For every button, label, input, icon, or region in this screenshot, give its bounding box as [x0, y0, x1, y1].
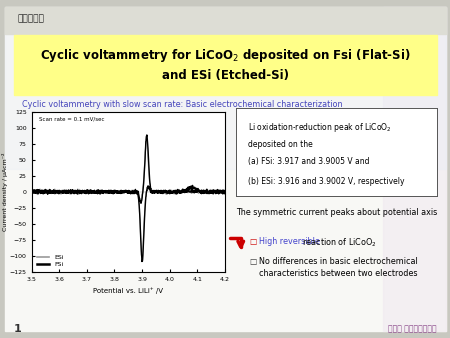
- Text: Cyclic voltammetry with slow scan rate: Basic electrochemical characterization: Cyclic voltammetry with slow scan rate: …: [22, 100, 343, 109]
- Bar: [4, 7, 446, 34]
- Bar: [4, 7, 446, 169]
- Y-axis label: Current density / μAcm⁻²: Current density / μAcm⁻²: [2, 152, 8, 231]
- Bar: [382, 7, 446, 331]
- Text: High reversible: High reversible: [259, 237, 320, 246]
- Text: reaction of LiCoO$_2$: reaction of LiCoO$_2$: [300, 237, 377, 249]
- Text: (b) ESi: 3.916 and 3.9002 V, respectively: (b) ESi: 3.916 and 3.9002 V, respectivel…: [248, 177, 405, 186]
- Text: Cyclic voltammetry for LiCoO$_2$ deposited on Fsi (Flat-Si)
and ESi (Etched-Si): Cyclic voltammetry for LiCoO$_2$ deposit…: [40, 47, 410, 82]
- Text: □: □: [250, 237, 257, 246]
- Text: 1: 1: [14, 323, 21, 334]
- Bar: [14, 35, 436, 95]
- Text: 강원대학교: 강원대학교: [18, 14, 45, 23]
- Text: Scan rate = 0.1 mV/sec: Scan rate = 0.1 mV/sec: [39, 116, 105, 121]
- Text: Li oxidation-reduction peak of LiCoO$_2$: Li oxidation-reduction peak of LiCoO$_2$: [248, 121, 392, 134]
- Text: No differences in basic electrochemical
characteristics between two electrodes: No differences in basic electrochemical …: [259, 257, 418, 279]
- Text: deposited on the: deposited on the: [248, 140, 313, 149]
- Legend: ESi, FSi: ESi, FSi: [35, 252, 65, 269]
- Text: (a) FSi: 3.917 and 3.9005 V and: (a) FSi: 3.917 and 3.9005 V and: [248, 158, 370, 166]
- Text: 박막및 전지재료연구실: 박막및 전지재료연구실: [388, 324, 436, 333]
- X-axis label: Potential vs. LiLi⁺ /V: Potential vs. LiLi⁺ /V: [93, 288, 163, 294]
- Text: The symmetric current peaks about potential axis: The symmetric current peaks about potent…: [236, 208, 437, 217]
- Text: □: □: [250, 257, 257, 266]
